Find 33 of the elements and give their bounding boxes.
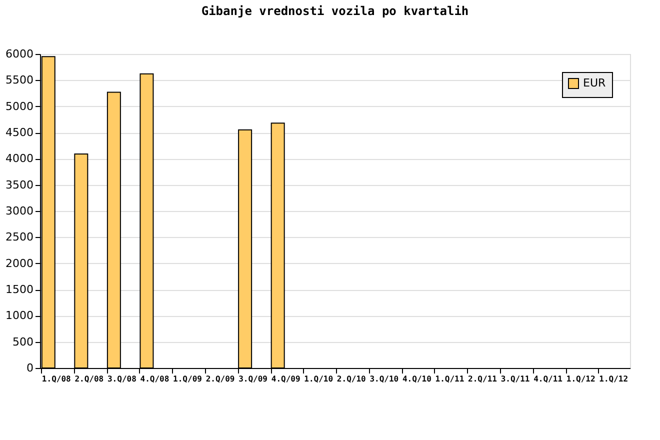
y-tick-label: 5500 [6, 74, 34, 87]
x-tick-label: 4.Q/11 [534, 374, 563, 384]
x-tick-label: 3.Q/08 [107, 374, 137, 384]
y-tick-label: 4000 [6, 152, 34, 166]
x-tick-label: 2.Q/09 [206, 374, 235, 384]
y-tick-label: 3500 [6, 178, 34, 192]
x-tick-label: 2.Q/08 [74, 374, 104, 384]
x-tick-label: 1.Q/10 [304, 374, 334, 384]
x-tick-label: 4.Q/08 [140, 374, 170, 384]
y-tick-label: 1500 [6, 283, 34, 296]
y-tick-label: 5000 [6, 100, 34, 113]
y-tick-label: 6000 [6, 48, 34, 60]
chart-title: Gibanje vrednosti vozila po kvartalih [201, 4, 469, 18]
x-tick-label: 1.Q/08 [42, 374, 72, 384]
x-tick-label: 3.Q/10 [370, 374, 399, 384]
x-tick-label: 1.Q/11 [435, 374, 464, 384]
y-tick-label: 0 [26, 362, 34, 374]
y-tick-label: 3000 [6, 204, 34, 218]
x-tick-label: 4.Q/10 [402, 374, 432, 384]
x-tick-label: 2.Q/10 [336, 374, 366, 384]
y-tick-label: 2000 [6, 256, 34, 270]
legend-label: EUR [583, 76, 606, 90]
x-tick-label: 1.Q/12 [599, 374, 628, 384]
x-tick-label: 4.Q/09 [271, 374, 300, 384]
y-tick-label: 500 [12, 335, 34, 348]
y-tick-label: 2500 [6, 230, 34, 244]
x-tick-label: 3.Q/11 [500, 374, 530, 384]
x-tick-label: 2.Q/11 [468, 374, 498, 384]
x-tick-label: 1.Q/09 [173, 374, 202, 384]
x-tick-label: 1.Q/12 [566, 374, 596, 384]
y-tick-label: 1000 [6, 309, 34, 322]
x-tick-label: 3.Q/09 [238, 374, 268, 384]
y-tick-label: 4500 [6, 126, 34, 139]
